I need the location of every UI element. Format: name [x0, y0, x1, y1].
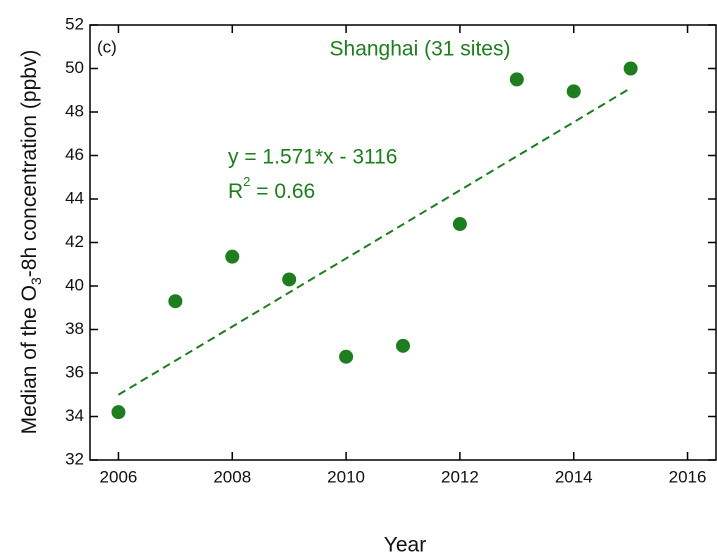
r-squared-sup: 2 [243, 174, 250, 189]
plot-frame [89, 24, 717, 461]
trend-line [117, 87, 632, 396]
y-tick-label: 46 [65, 145, 84, 164]
x-tick-label: 2006 [100, 467, 138, 486]
y-tick-label: 44 [65, 188, 84, 207]
y-axis-title-text: Median of the O [18, 285, 41, 434]
data-point [509, 72, 524, 87]
x-tick-label: 2014 [555, 467, 593, 486]
y-tick-label: 42 [65, 232, 84, 251]
y-tick-label: 32 [65, 449, 84, 468]
y-tick-label: 40 [65, 275, 84, 294]
y-tick-label: 52 [65, 14, 84, 33]
data-point [623, 61, 638, 76]
data-point [168, 294, 183, 309]
x-axis-title: Year [384, 534, 426, 557]
panel-label: (c) [97, 37, 117, 56]
data-point [452, 217, 467, 232]
data-point [339, 349, 354, 364]
data-point [111, 405, 126, 420]
data-point [566, 84, 581, 99]
equation: y = 1.571*x - 3116 [228, 146, 397, 169]
r-squared-text: R [228, 180, 243, 203]
y-tick-label: 36 [65, 362, 84, 381]
x-tick-label: 2008 [213, 467, 251, 486]
x-tick-label: 2012 [441, 467, 479, 486]
y-tick-label: 48 [65, 101, 84, 120]
r-squared-text: = 0.66 [250, 180, 315, 203]
chart-title: Shanghai (31 sites) [330, 38, 511, 61]
y-tick-label: 50 [65, 58, 84, 77]
y-axis-title: Median of the O3-8h concentration (ppbv) [18, 50, 44, 435]
data-point [396, 338, 410, 353]
y-axis-title-text: -8h concentration (ppbv) [18, 50, 41, 278]
data-point [282, 272, 297, 287]
y-axis-title-sub: 3 [28, 277, 44, 285]
y-tick-label: 38 [65, 319, 84, 338]
x-tick-label: 2010 [327, 467, 365, 486]
r-squared: R2 = 0.66 [228, 174, 315, 202]
x-tick-label: 2016 [669, 467, 707, 486]
data-point [225, 249, 240, 264]
y-tick-label: 34 [65, 406, 84, 425]
